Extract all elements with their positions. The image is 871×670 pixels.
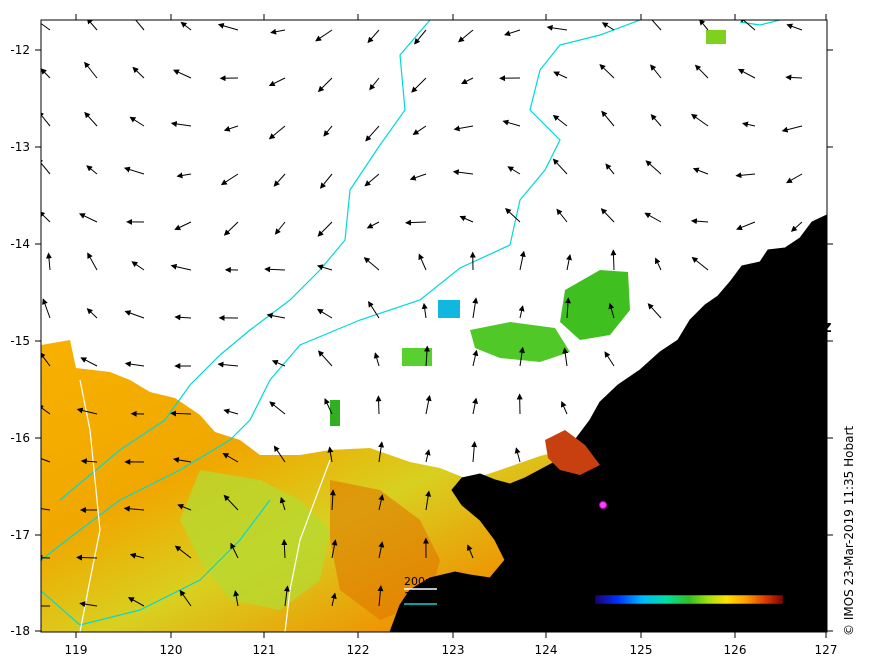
colorbar-label-28: 28 xyxy=(625,610,639,623)
colorbar-label-29: 29 xyxy=(657,610,671,623)
lat-label-13: -13 xyxy=(10,140,30,154)
current-legend-line2: 18-Mar 00:00Z xyxy=(705,390,787,403)
map-timestamp: 18-Mar-2019 04Z xyxy=(716,321,832,335)
current-legend-line1: NRT00 GSL xyxy=(705,376,767,389)
colorbar-label-27: 27 xyxy=(592,610,606,623)
lat-label-18: -18 xyxy=(10,624,30,638)
colorbar-title: 4h comp, p50, All Sats xyxy=(620,577,772,591)
lon-label-120: 120 xyxy=(160,643,183,657)
colorbar-ramp xyxy=(595,595,783,604)
current-legend-line3: 0.5m/s (1kt 24h) xyxy=(705,404,797,417)
argo-label: Argo xyxy=(620,499,646,512)
lat-label-14: -14 xyxy=(10,237,30,251)
imos-credit: © IMOS 23-Mar-2019 11:35 Hobart xyxy=(842,426,856,636)
colorbar-label-32: 32 xyxy=(757,610,771,623)
lat-label-17: -17 xyxy=(10,528,30,542)
current-vector-arrow xyxy=(378,396,379,414)
lon-label-123: 123 xyxy=(442,643,465,657)
lon-label-121: 121 xyxy=(253,643,276,657)
lon-label-122: 122 xyxy=(347,643,370,657)
lon-label-125: 125 xyxy=(630,643,653,657)
sst-green-speck-3 xyxy=(706,30,726,44)
lat-label-15: -15 xyxy=(10,334,30,348)
contour-1000m-label: 1000m xyxy=(404,590,443,603)
contour-200m-label: 200m xyxy=(404,575,436,588)
lon-label-126: 126 xyxy=(724,643,747,657)
colorbar-label-31: 31 xyxy=(724,610,738,623)
colorbar-label-30: 30 xyxy=(691,610,705,623)
current-vector-arrow xyxy=(171,413,191,414)
lat-label-12: -12 xyxy=(10,43,30,57)
argo-marker-icon xyxy=(600,502,607,509)
current-vector-arrow xyxy=(613,250,614,270)
lon-label-119: 119 xyxy=(65,643,88,657)
lat-label-16: -16 xyxy=(10,431,30,445)
ship-label: Ship xyxy=(620,519,644,532)
lon-label-124: 124 xyxy=(535,643,558,657)
current-vector-arrow xyxy=(77,557,97,558)
lon-label-127: 127 xyxy=(815,643,838,657)
sst-cool-speck xyxy=(438,300,460,318)
